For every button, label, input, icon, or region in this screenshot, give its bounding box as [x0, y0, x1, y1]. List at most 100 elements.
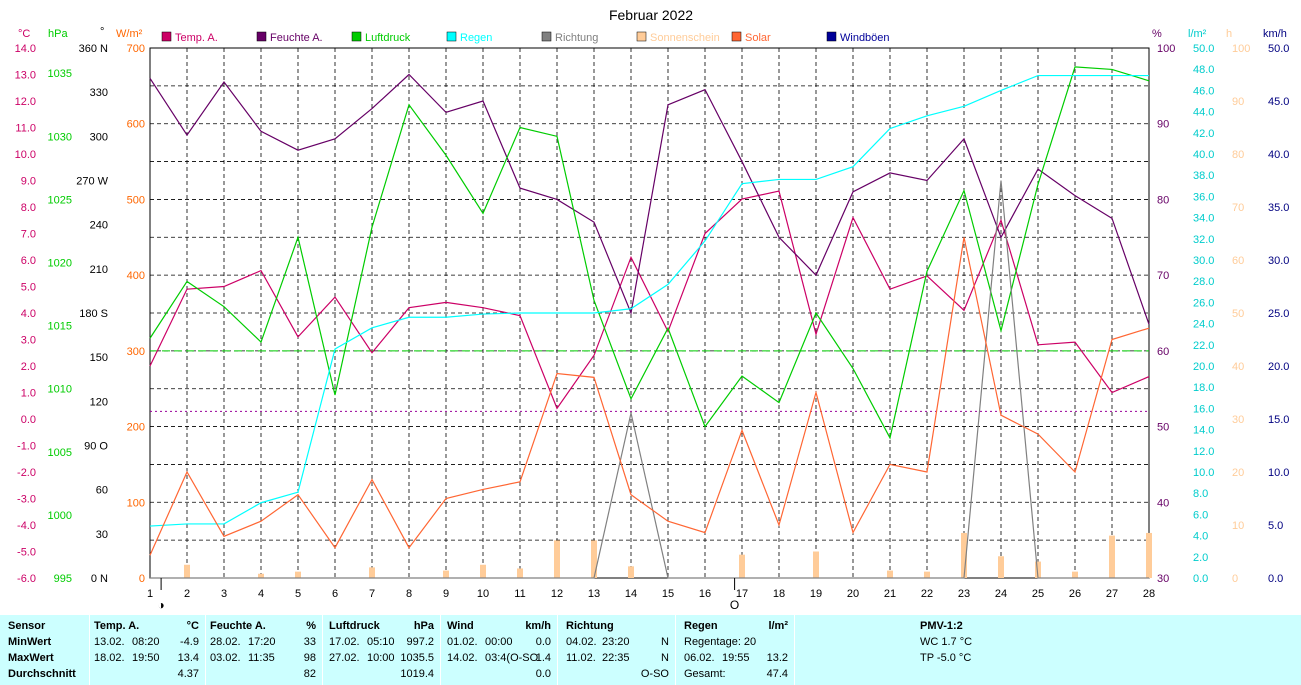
stats-temp-min-value: -4.9: [180, 636, 199, 648]
stats-wind-min-date: 01.02.: [447, 636, 478, 648]
tick-label-rain: 50.0: [1193, 43, 1214, 55]
tick-label-sunshine: 70: [1232, 202, 1244, 214]
tick-label-temp: -1.0: [17, 441, 36, 453]
sunshine-bar-2: [184, 564, 190, 578]
tick-label-temp: 1.0: [21, 388, 36, 400]
legend-label: Regen: [460, 32, 492, 44]
tick-label-rain: 6.0: [1193, 509, 1208, 521]
statistics-table: Sensor MinWert MaxWert Durchschnitt Temp…: [0, 615, 1301, 685]
tick-label-rain: 30.0: [1193, 255, 1214, 267]
stats-temp-max-time: 19:50: [132, 652, 160, 664]
stats-temp-min-time: 08:20: [132, 636, 160, 648]
tick-label-temp: 9.0: [21, 176, 36, 188]
stats-luftdruck-col: Luftdruck hPa 17.02. 05:10 997.2 27.02. …: [323, 615, 441, 685]
sunshine-bar-23: [961, 532, 967, 578]
tick-label-temp: 14.0: [15, 43, 36, 55]
series-line-feuchte-a-: [149, 73, 1150, 325]
tick-label-direction: 330: [90, 87, 108, 99]
legend-swatch: [826, 31, 837, 42]
tick-label-sunshine: 100: [1232, 43, 1250, 55]
x-tick-label: 1: [147, 588, 153, 600]
tick-label-humidity: 40: [1157, 497, 1169, 509]
tick-label-wind: 10.0: [1268, 467, 1289, 479]
chart-legend: Temp. A. Feuchte A. Luftdruck Regen Richtung…: [161, 31, 890, 44]
tick-label-rain: 42.0: [1193, 128, 1214, 140]
stats-pmv-title: PMV-1:2: [920, 620, 963, 632]
stats-regen-col: Regen l/m² Regentage: 20 06.02. 19:55 13…: [676, 615, 795, 685]
tick-label-temp: 12.0: [15, 96, 36, 108]
tick-label-solar: 600: [127, 119, 145, 131]
stats-regen-max-value: 13.2: [766, 652, 788, 664]
x-tick-label: 14: [625, 588, 637, 600]
stats-richtung-max-value: N: [661, 652, 669, 664]
tick-label-rain: 12.0: [1193, 446, 1214, 458]
tick-label-temp: 11.0: [15, 123, 36, 135]
legend-label: Windböen: [840, 32, 890, 44]
tick-label-sunshine: 60: [1232, 255, 1244, 267]
tick-label-pressure: 1000: [48, 510, 72, 522]
x-tick-label: 22: [921, 588, 933, 600]
tick-label-temp: -2.0: [17, 467, 36, 479]
tick-label-temp: 10.0: [15, 149, 36, 161]
sunshine-bar-12: [554, 540, 560, 578]
series-line-richtung: [150, 180, 1149, 579]
stats-richtung-max-time: 22:35: [602, 652, 630, 664]
legend-label: Temp. A.: [175, 32, 218, 44]
sunshine-bar-21: [887, 570, 893, 578]
sunshine-bar-28: [1146, 532, 1152, 578]
stats-luftdruck-min-time: 05:10: [367, 636, 395, 648]
stats-luftdruck-max-date: 27.02.: [329, 652, 360, 664]
stats-wind-avg-value: 0.0: [535, 668, 551, 680]
tick-label-wind: 20.0: [1268, 361, 1289, 373]
stats-temp-max-date: 18.02.: [94, 652, 125, 664]
x-tick-label: 5: [295, 588, 301, 600]
humidity-axis-unit: %: [1152, 28, 1162, 40]
x-tick-label: 6: [332, 588, 338, 600]
wind-axis-unit: km/h: [1263, 28, 1287, 40]
stats-regen-total-value: 47.4: [766, 668, 788, 680]
chart-title: Februar 2022: [609, 7, 693, 23]
stats-wind-title: Wind: [447, 620, 474, 632]
tick-label-pressure: 1005: [48, 447, 72, 459]
tick-label-rain: 0.0: [1193, 573, 1208, 585]
tick-label-sunshine: 80: [1232, 149, 1244, 161]
x-tick-label: 21: [884, 588, 896, 600]
tick-label-rain: 18.0: [1193, 382, 1214, 394]
tick-label-wind: 40.0: [1268, 149, 1289, 161]
tick-label-temp: 4.0: [21, 308, 36, 320]
tick-label-rain: 4.0: [1193, 531, 1208, 543]
legend-swatch: [731, 31, 742, 42]
stats-richtung-avg-value: O-SO: [640, 668, 669, 680]
sunshine-bar-14: [628, 566, 634, 578]
chart-grid: [149, 47, 1150, 579]
x-tick-label: 15: [662, 588, 674, 600]
x-tick-label: 4: [258, 588, 264, 600]
tick-label-temp: 3.0: [21, 335, 36, 347]
tick-label-wind: 5.0: [1268, 520, 1283, 532]
tick-label-rain: 20.0: [1193, 361, 1214, 373]
stats-feuchte-min-value: 33: [303, 636, 316, 648]
sunshine-bar-10: [480, 564, 486, 578]
tick-label-direction: 270 W: [76, 176, 108, 188]
stats-temp-avg-value: 4.37: [177, 668, 199, 680]
tick-label-pressure: 1020: [48, 258, 72, 270]
sunshine-bar-17: [739, 554, 745, 578]
tick-label-pressure: 1025: [48, 194, 72, 206]
x-tick-label: 11: [514, 588, 525, 600]
stats-luftdruck-unit: hPa: [413, 620, 434, 632]
stats-luftdruck-min-date: 17.02.: [329, 636, 360, 648]
tick-label-rain: 10.0: [1193, 467, 1214, 479]
sunshine-bar-13: [591, 540, 597, 578]
series-line-luftdruck: [149, 66, 1150, 440]
sunshine-bar-5: [295, 571, 301, 578]
tick-label-temp: 8.0: [21, 202, 36, 214]
tick-label-direction: 210: [90, 264, 108, 276]
tick-label-rain: 48.0: [1193, 64, 1214, 76]
legend-swatch: [256, 31, 267, 42]
tick-label-humidity: 100: [1157, 43, 1175, 55]
x-tick-label: 3: [221, 588, 227, 600]
stats-luftdruck-max-time: 10:00: [367, 652, 395, 664]
tick-label-rain: 40.0: [1193, 149, 1214, 161]
tick-label-direction: 0 N: [91, 573, 108, 585]
stats-feuchte-max-value: 98: [303, 652, 316, 664]
